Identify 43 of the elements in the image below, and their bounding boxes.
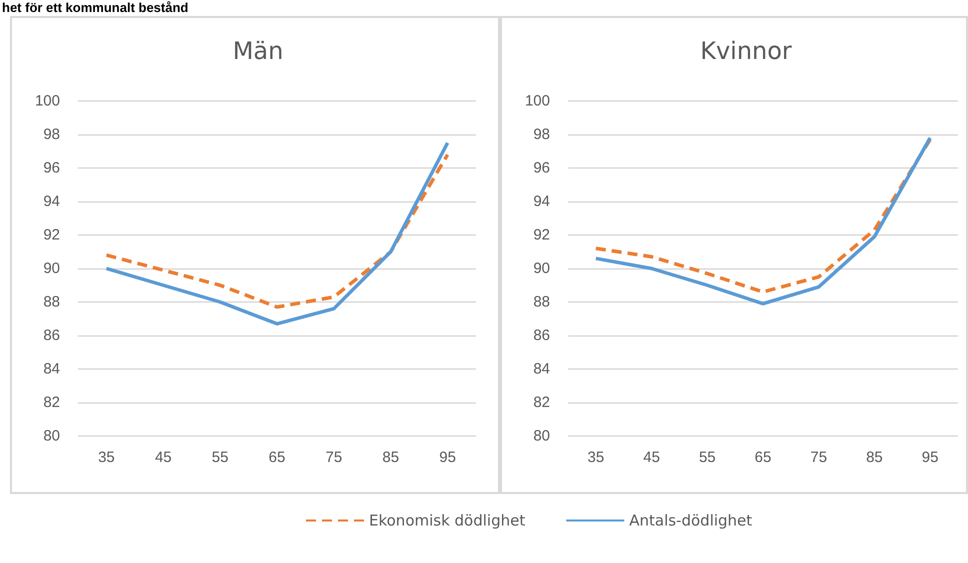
x-tick-label: 65 [268,449,286,466]
y-tick-label: 82 [533,394,550,411]
y-tick-label: 90 [533,260,550,277]
x-tick-label: 35 [588,449,604,466]
y-tick-label: 86 [533,327,550,344]
x-tick-label: 45 [154,449,172,466]
line-series [104,152,450,309]
y-tick-label: 92 [43,226,60,244]
x-tick-label: 95 [439,449,456,466]
y-tick-label: 94 [533,193,550,210]
y-tick-label: 100 [34,92,60,110]
x-tick-label: 85 [866,449,883,466]
y-tick-label: 94 [43,193,60,210]
y-tick-label: 98 [533,126,550,143]
legend-label: Ekonomisk dödlighet [369,512,526,530]
y-tick-label: 82 [43,394,60,411]
y-tick-label: 88 [43,294,60,310]
chart-title: Män [232,37,284,65]
y-tick-label: 98 [43,126,60,143]
y-tick-label: 96 [533,160,550,176]
line-series [104,141,450,326]
text: het för ett kommunalt bestånd [2,0,188,15]
y-tick-label: 96 [43,160,60,176]
x-tick-label: 85 [382,449,400,466]
y-tick-label: 80 [533,428,550,444]
x-tick-label: 75 [810,449,828,466]
y-tick-label: 100 [524,92,550,110]
legend-label: Antals-dödlighet [629,512,752,530]
x-tick-label: 75 [326,449,342,466]
x-tick-label: 45 [643,449,660,466]
y-tick-label: 84 [533,360,550,378]
y-tick-label: 90 [43,260,60,277]
chart-title: Kvinnor [700,37,792,65]
y-tick-label: 80 [43,428,60,444]
y-tick-label: 88 [533,294,550,310]
x-tick-label: 55 [212,449,228,466]
y-tick-label: 92 [533,226,550,244]
y-tick-label: 86 [43,327,60,344]
x-tick-label: 95 [922,449,938,466]
x-tick-label: 35 [98,449,115,466]
x-tick-label: 55 [698,449,716,466]
x-tick-label: 65 [754,449,772,466]
y-tick-label: 84 [43,360,60,378]
